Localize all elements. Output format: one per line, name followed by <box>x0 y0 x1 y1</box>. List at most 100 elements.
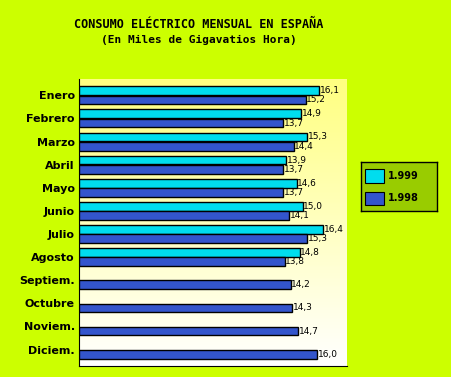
Bar <box>79 109 301 118</box>
Bar <box>79 136 347 139</box>
Bar <box>79 288 347 291</box>
Bar <box>79 277 347 280</box>
Bar <box>79 179 347 182</box>
Bar <box>79 133 307 141</box>
Bar <box>79 205 347 208</box>
Bar <box>79 274 347 277</box>
Bar <box>79 303 292 312</box>
Bar <box>79 357 347 360</box>
Bar <box>79 242 347 245</box>
Bar <box>79 231 347 234</box>
Bar <box>79 294 347 297</box>
Bar <box>79 151 347 154</box>
Bar <box>79 156 347 159</box>
Bar <box>79 248 347 251</box>
Bar <box>79 194 347 197</box>
Bar <box>79 311 347 314</box>
Bar <box>79 314 347 317</box>
Bar <box>79 285 347 288</box>
Bar <box>79 111 347 113</box>
Text: 13,7: 13,7 <box>284 165 304 174</box>
Bar <box>79 225 323 234</box>
Bar <box>79 174 347 176</box>
Bar <box>79 208 347 211</box>
Bar <box>79 176 347 179</box>
Bar <box>79 211 289 220</box>
Bar <box>79 90 347 93</box>
Bar <box>79 82 347 85</box>
Bar <box>79 217 347 219</box>
Bar <box>79 228 347 231</box>
Bar <box>79 360 347 363</box>
Text: 13,7: 13,7 <box>284 188 304 197</box>
Bar <box>79 197 347 199</box>
Bar <box>79 128 347 131</box>
Bar <box>79 182 347 185</box>
Bar <box>79 179 297 187</box>
Bar <box>79 254 347 257</box>
Bar <box>79 337 347 340</box>
Text: 14,1: 14,1 <box>290 211 310 220</box>
Text: 14,4: 14,4 <box>295 142 314 151</box>
Text: 13,7: 13,7 <box>284 119 304 127</box>
Text: 13,9: 13,9 <box>287 156 307 164</box>
Text: 16,4: 16,4 <box>324 225 344 234</box>
Bar <box>79 240 347 242</box>
Bar <box>79 96 305 104</box>
Bar <box>79 291 347 294</box>
Text: 13,8: 13,8 <box>285 257 305 266</box>
Bar <box>79 113 347 116</box>
Bar <box>79 133 347 136</box>
Bar <box>79 119 283 127</box>
Bar <box>79 131 347 133</box>
Text: 15,3: 15,3 <box>308 234 328 243</box>
Bar <box>79 191 347 194</box>
Bar <box>79 116 347 119</box>
Bar <box>79 351 347 354</box>
Bar <box>79 331 347 334</box>
Text: 15,3: 15,3 <box>308 132 328 141</box>
Bar <box>79 125 347 128</box>
Bar <box>365 169 384 183</box>
Bar <box>79 343 347 346</box>
Bar <box>79 219 347 222</box>
Bar <box>79 308 347 311</box>
Bar <box>79 234 307 243</box>
Bar <box>79 326 347 328</box>
Text: 14,7: 14,7 <box>299 326 319 336</box>
Bar <box>79 346 347 348</box>
Bar <box>79 85 347 88</box>
Bar <box>79 93 347 97</box>
Bar <box>79 162 347 165</box>
Bar <box>79 142 347 145</box>
Bar <box>79 122 347 125</box>
Bar <box>79 334 347 337</box>
Text: 15,0: 15,0 <box>303 202 323 211</box>
Bar <box>79 271 347 274</box>
Bar <box>79 257 347 260</box>
Bar <box>79 119 347 122</box>
Bar <box>79 97 347 99</box>
Bar <box>79 222 347 225</box>
Bar <box>79 303 347 305</box>
Bar <box>79 139 347 142</box>
Bar <box>79 320 347 323</box>
Bar <box>79 108 347 111</box>
Bar <box>79 248 299 257</box>
Bar <box>79 148 347 151</box>
Bar <box>79 328 347 331</box>
Bar <box>79 280 290 289</box>
Bar <box>79 262 347 265</box>
Text: 15,2: 15,2 <box>306 95 326 104</box>
Bar <box>79 257 285 266</box>
Bar <box>79 154 347 156</box>
Bar <box>79 265 347 268</box>
Text: 14,6: 14,6 <box>297 179 317 188</box>
Bar <box>79 86 319 95</box>
Bar <box>79 348 347 351</box>
Bar <box>79 88 347 90</box>
Bar <box>79 185 347 188</box>
Text: 14,8: 14,8 <box>300 248 320 257</box>
Bar <box>79 260 347 262</box>
Bar <box>79 202 303 211</box>
